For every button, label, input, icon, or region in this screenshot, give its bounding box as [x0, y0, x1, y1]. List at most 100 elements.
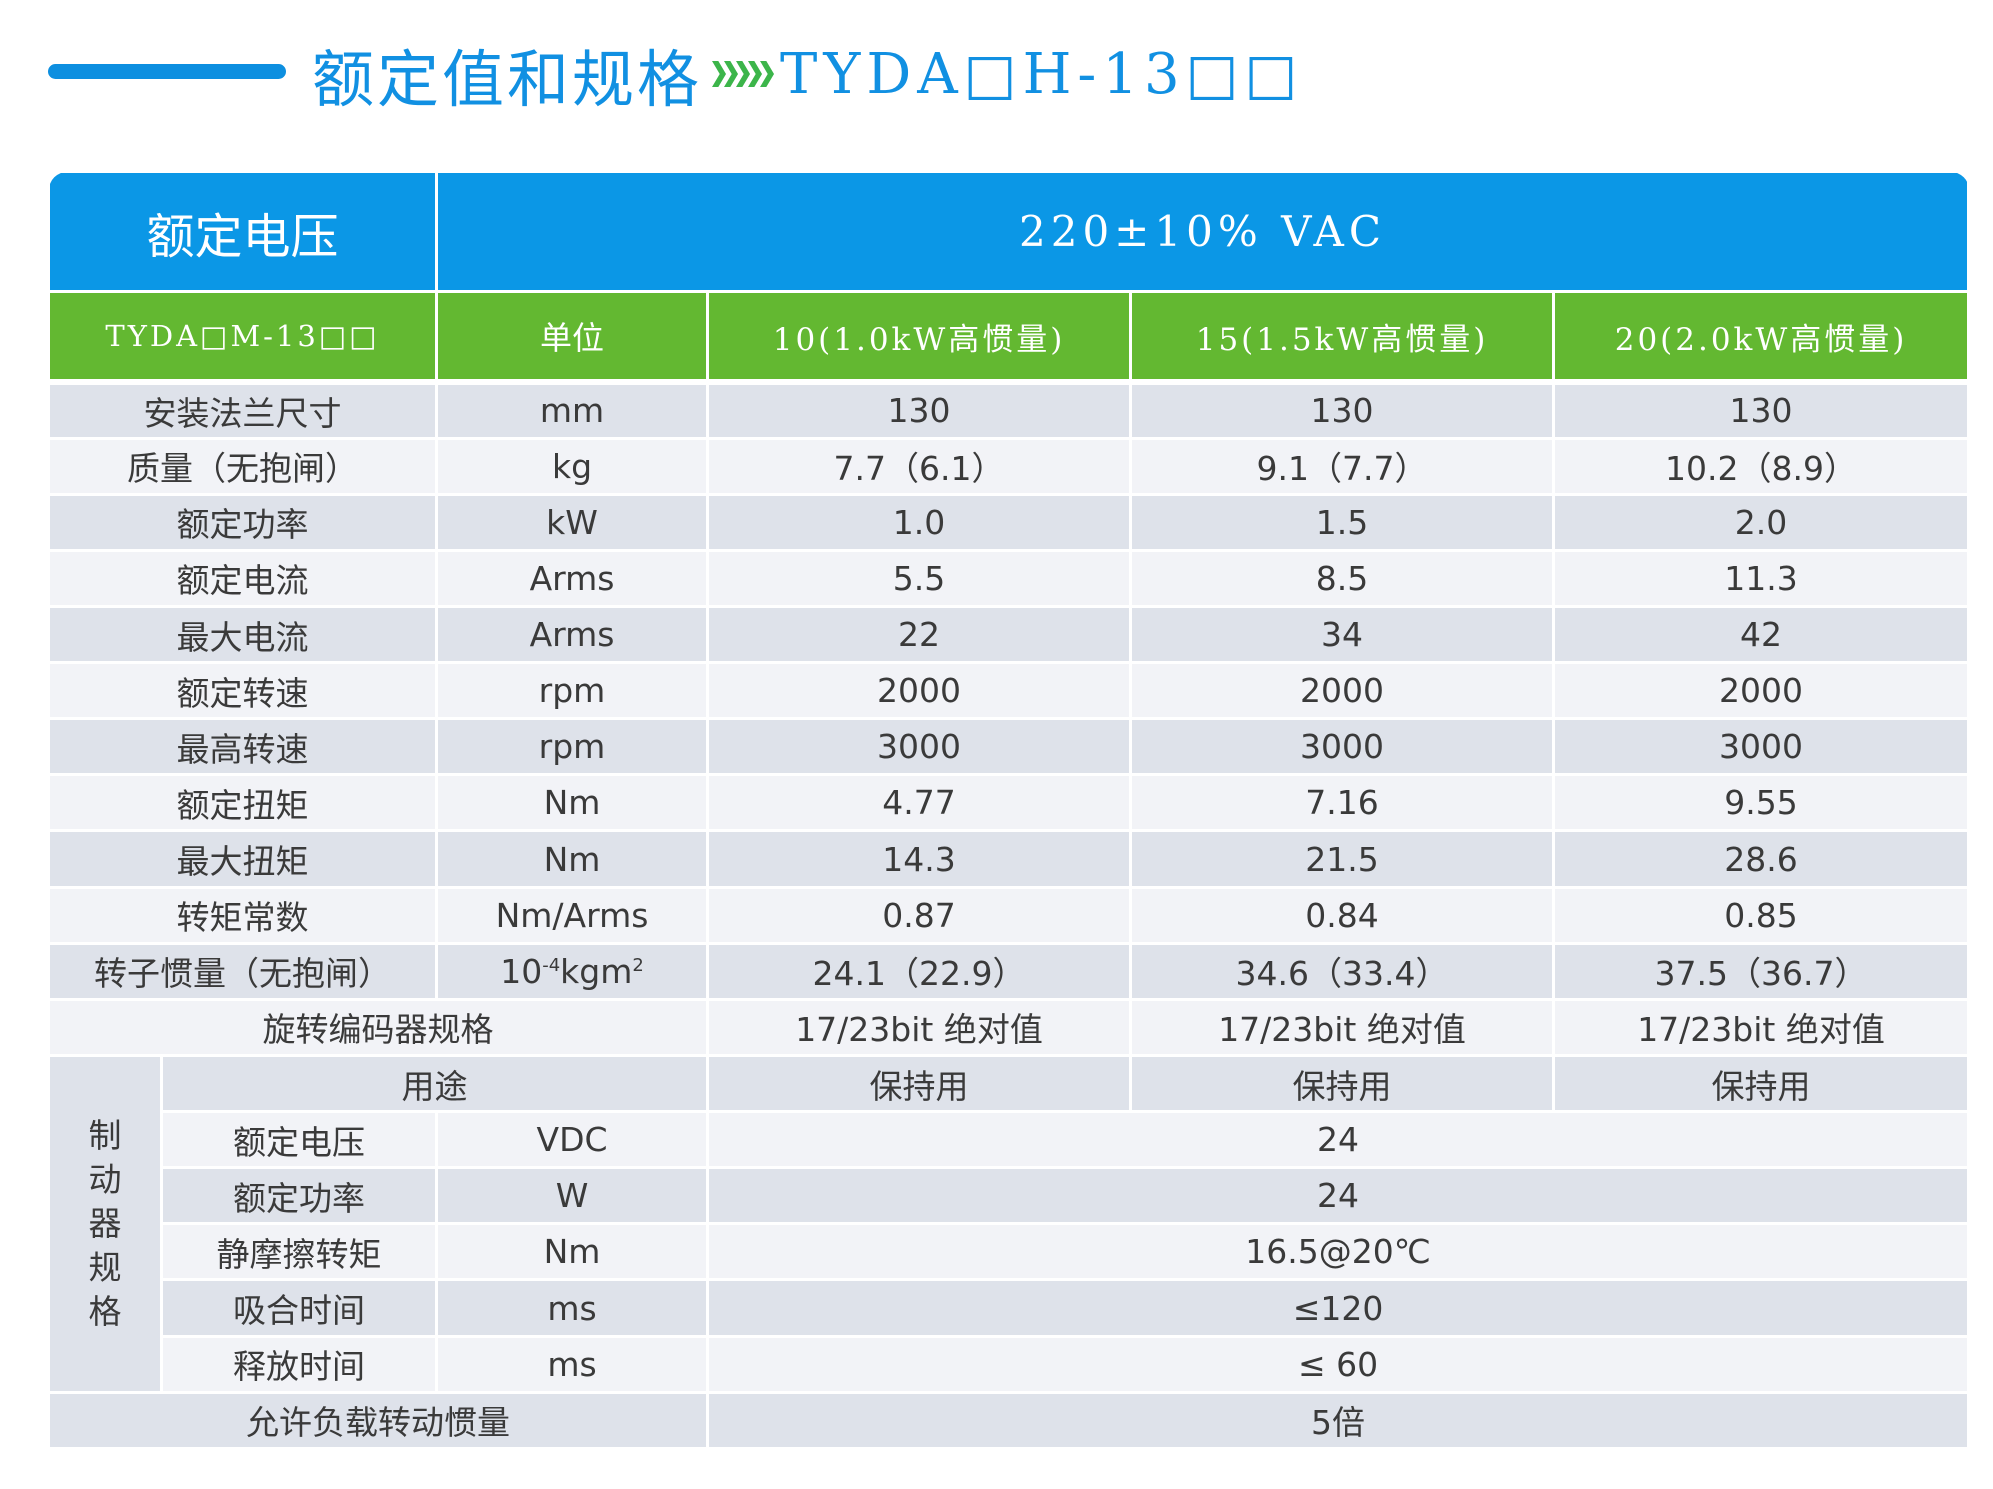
- row-label: 转子惯量（无抱闸）: [46, 941, 439, 1001]
- table-row: 制动器规格 用途 保持用 保持用 保持用: [47, 1053, 1971, 1394]
- row-label: 释放时间: [159, 1334, 439, 1394]
- column-header-15: 15(1.5kW高惯量): [1129, 290, 1556, 385]
- row-label: 吸合时间: [159, 1278, 439, 1338]
- row-label: 质量（无抱闸）: [46, 436, 439, 496]
- row-value: 1.5: [1129, 492, 1556, 552]
- table-row: 吸合时间 ms ≤120: [49, 1278, 1971, 1338]
- row-value: 0.85: [1552, 885, 1971, 945]
- row-value: 130: [1552, 380, 1971, 440]
- row-value: 9.1（7.7）: [1129, 436, 1556, 496]
- row-value: 130: [1129, 380, 1556, 440]
- row-unit: W: [435, 1166, 710, 1226]
- row-value: ≤ 60: [706, 1334, 1971, 1394]
- table-row: 最大电流 Arms 22 34 42: [46, 604, 1971, 665]
- row-unit: Arms: [435, 548, 710, 608]
- unit-exponent-2: 2: [632, 954, 644, 976]
- row-value: 4.77: [706, 773, 1133, 833]
- row-value: 130: [706, 380, 1133, 440]
- row-label: 最高转速: [46, 717, 439, 777]
- brake-group-label: 制动器规格: [47, 1053, 163, 1394]
- table-row: 质量（无抱闸） kg 7.7（6.1） 9.1（7.7） 10.2（8.9）: [46, 436, 1971, 496]
- row-unit: rpm: [435, 717, 710, 777]
- row-value: 2.0: [1552, 492, 1971, 552]
- table-row: 转矩常数 Nm/Arms 0.87 0.84 0.85: [46, 885, 1971, 945]
- row-value: ≤120: [706, 1278, 1971, 1338]
- row-value: 16.5@20℃: [706, 1222, 1971, 1282]
- chevron-arrows-icon: [712, 61, 775, 87]
- row-value: 7.16: [1129, 773, 1556, 833]
- row-value: 3000: [706, 717, 1133, 777]
- row-value: 5倍: [706, 1390, 1971, 1451]
- row-value: 28.6: [1552, 829, 1971, 889]
- table-row: 安装法兰尺寸 mm 130 130 130: [46, 380, 1971, 440]
- row-value: 14.3: [706, 829, 1133, 889]
- row-value: 0.84: [1129, 885, 1556, 945]
- column-header-row: TYDA□M-13□□ 单位 10(1.0kW高惯量) 15(1.5kW高惯量)…: [46, 290, 1971, 385]
- row-value: 24.1（22.9）: [706, 941, 1133, 1001]
- table-row: 允许负载转动惯量 5倍: [46, 1390, 1971, 1451]
- row-label: 用途: [159, 1053, 710, 1114]
- row-value: 37.5（36.7）: [1552, 941, 1971, 1001]
- row-label: 静摩擦转矩: [159, 1222, 439, 1282]
- row-value: 21.5: [1129, 829, 1556, 889]
- row-unit: rpm: [435, 661, 710, 721]
- row-unit: Arms: [435, 604, 710, 665]
- row-value: 保持用: [1129, 1053, 1556, 1114]
- row-label: 额定功率: [159, 1166, 439, 1226]
- table-row: 静摩擦转矩 Nm 16.5@20℃: [49, 1222, 1971, 1282]
- rated-voltage-label: 额定电压: [46, 169, 439, 294]
- column-header-10: 10(1.0kW高惯量): [706, 290, 1133, 385]
- unit-mid: kgm: [560, 951, 633, 991]
- row-label: 额定电压: [159, 1110, 439, 1170]
- row-value: 1.0: [706, 492, 1133, 552]
- row-value: 17/23bit 绝对值: [1129, 997, 1556, 1057]
- spec-table: 额定电压 220±10% VAC TYDA□M-13□□ 单位 10(1.0kW…: [46, 169, 1971, 1451]
- rated-voltage-value: 220±10% VAC: [435, 169, 1971, 294]
- row-unit: kW: [435, 492, 710, 552]
- table-row: 旋转编码器规格 17/23bit 绝对值 17/23bit 绝对值 17/23b…: [46, 997, 1971, 1057]
- table-row: 额定电压 VDC 24: [49, 1110, 1971, 1170]
- unit-exponent: -4: [542, 954, 561, 976]
- row-label: 允许负载转动惯量: [46, 1390, 710, 1451]
- row-value: 24: [706, 1166, 1971, 1226]
- row-value: 42: [1552, 604, 1971, 665]
- row-value: 9.55: [1552, 773, 1971, 833]
- row-value: 5.5: [706, 548, 1133, 608]
- row-label: 最大电流: [46, 604, 439, 665]
- row-label: 额定功率: [46, 492, 439, 552]
- row-value: 7.7（6.1）: [706, 436, 1133, 496]
- brake-group-text: 制动器规格: [88, 1115, 122, 1331]
- row-unit: ms: [435, 1278, 710, 1338]
- model-column-header: TYDA□M-13□□: [46, 290, 439, 385]
- row-value: 34.6（33.4）: [1129, 941, 1556, 1001]
- table-row: 额定电流 Arms 5.5 8.5 11.3: [46, 548, 1971, 608]
- row-value: 22: [706, 604, 1133, 665]
- unit-column-header: 单位: [435, 290, 710, 385]
- row-value: 2000: [1129, 661, 1556, 721]
- page-title: 额定值和规格: [312, 43, 703, 116]
- table-row: 额定扭矩 Nm 4.77 7.16 9.55: [46, 773, 1971, 833]
- row-value: 17/23bit 绝对值: [1552, 997, 1971, 1057]
- row-value: 11.3: [1552, 548, 1971, 608]
- row-value: 2000: [706, 661, 1133, 721]
- table-row: 最大扭矩 Nm 14.3 21.5 28.6: [46, 829, 1971, 889]
- row-label: 额定扭矩: [46, 773, 439, 833]
- row-label: 转矩常数: [46, 885, 439, 945]
- row-value: 17/23bit 绝对值: [706, 997, 1133, 1057]
- row-value: 2000: [1552, 661, 1971, 721]
- column-header-20: 20(2.0kW高惯量): [1552, 290, 1971, 385]
- row-unit: kg: [435, 436, 710, 496]
- table-row: 额定转速 rpm 2000 2000 2000: [46, 661, 1971, 721]
- row-value: 10.2（8.9）: [1552, 436, 1971, 496]
- voltage-header-row: 额定电压 220±10% VAC: [46, 169, 1971, 294]
- page-heading: 额定值和规格 TYDA□H-13□□: [312, 36, 1303, 117]
- row-value: 保持用: [706, 1053, 1133, 1114]
- table-row: 额定功率 W 24: [49, 1166, 1971, 1226]
- table-row: 额定功率 kW 1.0 1.5 2.0: [46, 492, 1971, 552]
- row-unit: mm: [435, 380, 710, 440]
- row-label: 旋转编码器规格: [46, 997, 710, 1057]
- row-value: 0.87: [706, 885, 1133, 945]
- row-unit: ms: [435, 1334, 710, 1394]
- row-unit: Nm: [435, 1222, 710, 1282]
- row-value: 3000: [1552, 717, 1971, 777]
